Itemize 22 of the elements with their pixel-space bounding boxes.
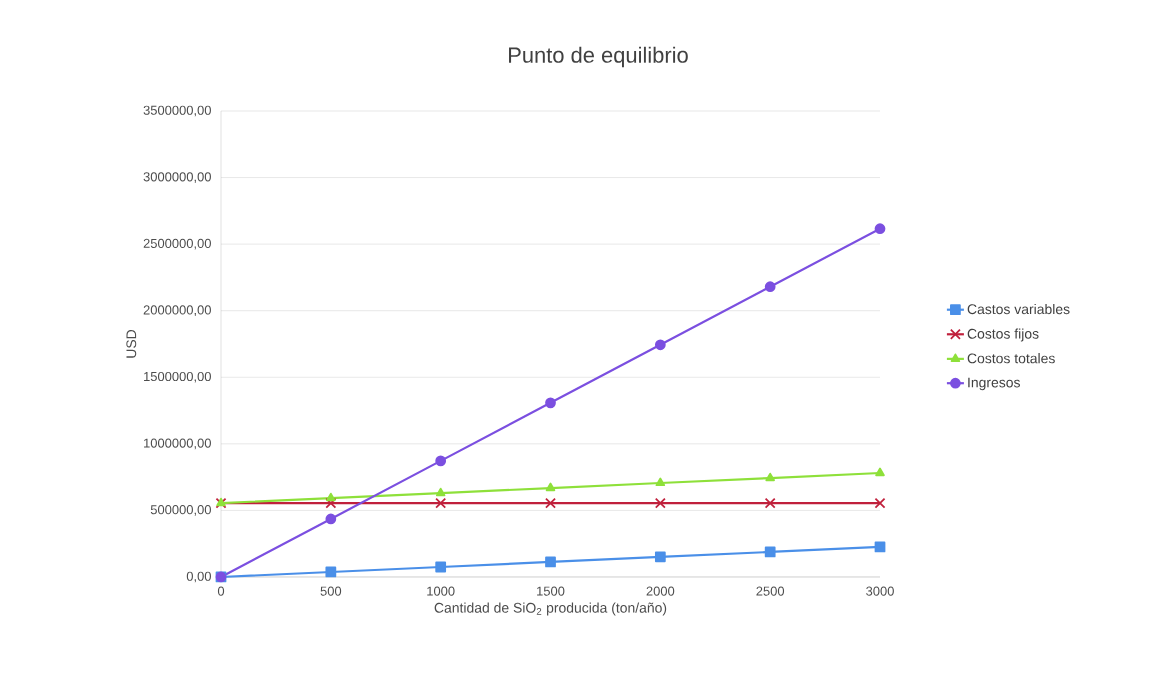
x-tick-label: 500: [320, 586, 342, 596]
x-axis-title: Cantidad de SiO$_{2}$ producida (ton/año): [434, 602, 667, 616]
y-tick-label: 0,00: [186, 571, 211, 583]
y-tick-label: 2500000,00: [143, 238, 211, 250]
legend-label: Costos totales: [967, 353, 1055, 364]
legend-label: Costos fijos: [967, 328, 1039, 342]
chart-title: Punto de equilibrio: [509, 46, 688, 68]
x-tick-label: 1000: [427, 586, 455, 596]
y-tick-label: 2000000,00: [143, 305, 211, 317]
x-tick-label: 1500: [537, 586, 565, 596]
x-tick-label: 2000: [646, 586, 675, 596]
y-tick-label: 3500000,00: [143, 105, 211, 117]
y-tick-label: 3000000,00: [143, 172, 211, 183]
x-tick-label: 0: [217, 586, 225, 596]
legend-label: Castos variables: [967, 303, 1070, 315]
x-tick-label: 2500: [756, 586, 785, 596]
y-tick-label: 1000000,00: [144, 438, 211, 450]
y-tick-label: 1500000,00: [144, 371, 211, 383]
y-axis-title: USD: [126, 329, 137, 358]
legend-label: Ingresos: [968, 377, 1020, 391]
y-tick-label: 500000,00: [150, 505, 211, 516]
x-tick-label: 3000: [866, 586, 894, 596]
